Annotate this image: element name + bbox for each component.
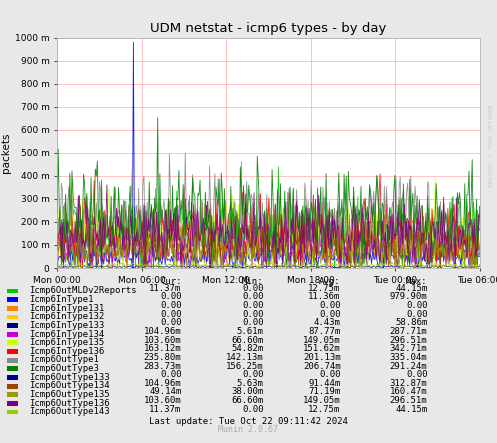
Text: 160.47m: 160.47m xyxy=(390,388,427,396)
Text: Icmp6OutType135: Icmp6OutType135 xyxy=(29,390,109,399)
Text: Icmp6InType133: Icmp6InType133 xyxy=(29,321,104,330)
Text: 11.36m: 11.36m xyxy=(308,292,340,302)
Text: 44.15m: 44.15m xyxy=(395,405,427,414)
Text: 91.44m: 91.44m xyxy=(308,379,340,388)
Text: 0.00: 0.00 xyxy=(242,405,263,414)
Text: 12.75m: 12.75m xyxy=(308,284,340,293)
Text: 235.80m: 235.80m xyxy=(144,353,181,362)
Text: 342.71m: 342.71m xyxy=(390,344,427,354)
Text: 296.51m: 296.51m xyxy=(390,336,427,345)
Text: 104.96m: 104.96m xyxy=(144,379,181,388)
Text: 103.60m: 103.60m xyxy=(144,396,181,405)
Title: UDM netstat - icmp6 types - by day: UDM netstat - icmp6 types - by day xyxy=(150,22,387,35)
Text: 4.43m: 4.43m xyxy=(314,319,340,327)
Text: Icmp6InType1: Icmp6InType1 xyxy=(29,295,93,304)
Text: 38.00m: 38.00m xyxy=(231,388,263,396)
Text: 0.00: 0.00 xyxy=(242,284,263,293)
Text: 58.86m: 58.86m xyxy=(395,319,427,327)
Text: 335.04m: 335.04m xyxy=(390,353,427,362)
Text: Icmp6OutType134: Icmp6OutType134 xyxy=(29,381,109,390)
Text: 5.61m: 5.61m xyxy=(237,327,263,336)
Text: 0.00: 0.00 xyxy=(242,319,263,327)
Text: 201.13m: 201.13m xyxy=(303,353,340,362)
Text: 87.77m: 87.77m xyxy=(308,327,340,336)
Text: 312.87m: 312.87m xyxy=(390,379,427,388)
Text: Max:: Max: xyxy=(406,276,427,286)
Text: 66.60m: 66.60m xyxy=(231,396,263,405)
Text: 291.24m: 291.24m xyxy=(390,361,427,371)
Text: 0.00: 0.00 xyxy=(242,301,263,310)
Text: 142.13m: 142.13m xyxy=(226,353,263,362)
Text: 11.37m: 11.37m xyxy=(149,405,181,414)
Text: 11.37m: 11.37m xyxy=(149,284,181,293)
Text: 66.60m: 66.60m xyxy=(231,336,263,345)
Text: Icmp6OutMLDv2Reports: Icmp6OutMLDv2Reports xyxy=(29,286,136,295)
Text: 0.00: 0.00 xyxy=(242,292,263,302)
Text: 0.00: 0.00 xyxy=(242,370,263,379)
Text: 296.51m: 296.51m xyxy=(390,396,427,405)
Text: 5.63m: 5.63m xyxy=(237,379,263,388)
Text: 206.74m: 206.74m xyxy=(303,361,340,371)
Text: 149.05m: 149.05m xyxy=(303,396,340,405)
Text: 151.62m: 151.62m xyxy=(303,344,340,354)
Text: 104.96m: 104.96m xyxy=(144,327,181,336)
Text: 0.00: 0.00 xyxy=(319,370,340,379)
Text: 0.00: 0.00 xyxy=(319,310,340,319)
Text: 0.00: 0.00 xyxy=(160,310,181,319)
Text: 71.19m: 71.19m xyxy=(308,388,340,396)
Text: 0.00: 0.00 xyxy=(242,310,263,319)
Text: 149.05m: 149.05m xyxy=(303,336,340,345)
Text: 287.71m: 287.71m xyxy=(390,327,427,336)
Text: 0.00: 0.00 xyxy=(160,301,181,310)
Text: Icmp6OutType143: Icmp6OutType143 xyxy=(29,407,109,416)
Text: Icmp6InType135: Icmp6InType135 xyxy=(29,338,104,347)
Text: 0.00: 0.00 xyxy=(406,301,427,310)
Text: 0.00: 0.00 xyxy=(406,310,427,319)
Text: 979.90m: 979.90m xyxy=(390,292,427,302)
Text: 0.00: 0.00 xyxy=(160,292,181,302)
Text: 103.60m: 103.60m xyxy=(144,336,181,345)
Text: 163.12m: 163.12m xyxy=(144,344,181,354)
Text: Icmp6InType134: Icmp6InType134 xyxy=(29,330,104,338)
Text: Icmp6OutType1: Icmp6OutType1 xyxy=(29,355,99,365)
Text: Last update: Tue Oct 22 09:11:42 2024: Last update: Tue Oct 22 09:11:42 2024 xyxy=(149,417,348,426)
Text: Icmp6InType131: Icmp6InType131 xyxy=(29,303,104,313)
Text: Cur:: Cur: xyxy=(160,276,181,286)
Text: 49.14m: 49.14m xyxy=(149,388,181,396)
Text: 54.82m: 54.82m xyxy=(231,344,263,354)
Text: 12.75m: 12.75m xyxy=(308,405,340,414)
Text: 156.25m: 156.25m xyxy=(226,361,263,371)
Text: Munin 2.0.67: Munin 2.0.67 xyxy=(219,425,278,434)
Text: Icmp6OutType136: Icmp6OutType136 xyxy=(29,399,109,408)
Text: 283.73m: 283.73m xyxy=(144,361,181,371)
Text: 0.00: 0.00 xyxy=(160,319,181,327)
Text: Icmp6OutType133: Icmp6OutType133 xyxy=(29,373,109,382)
Y-axis label: packets: packets xyxy=(0,132,11,173)
Text: Icmp6InType136: Icmp6InType136 xyxy=(29,347,104,356)
Text: Avg:: Avg: xyxy=(319,276,340,286)
Text: 0.00: 0.00 xyxy=(160,370,181,379)
Text: 0.00: 0.00 xyxy=(406,370,427,379)
Text: RRDTOOL / TOBI OETIKER: RRDTOOL / TOBI OETIKER xyxy=(489,105,494,187)
Text: Icmp6InType132: Icmp6InType132 xyxy=(29,312,104,321)
Text: Min:: Min: xyxy=(242,276,263,286)
Text: 0.00: 0.00 xyxy=(319,301,340,310)
Text: Icmp6OutType3: Icmp6OutType3 xyxy=(29,364,99,373)
Text: 44.15m: 44.15m xyxy=(395,284,427,293)
